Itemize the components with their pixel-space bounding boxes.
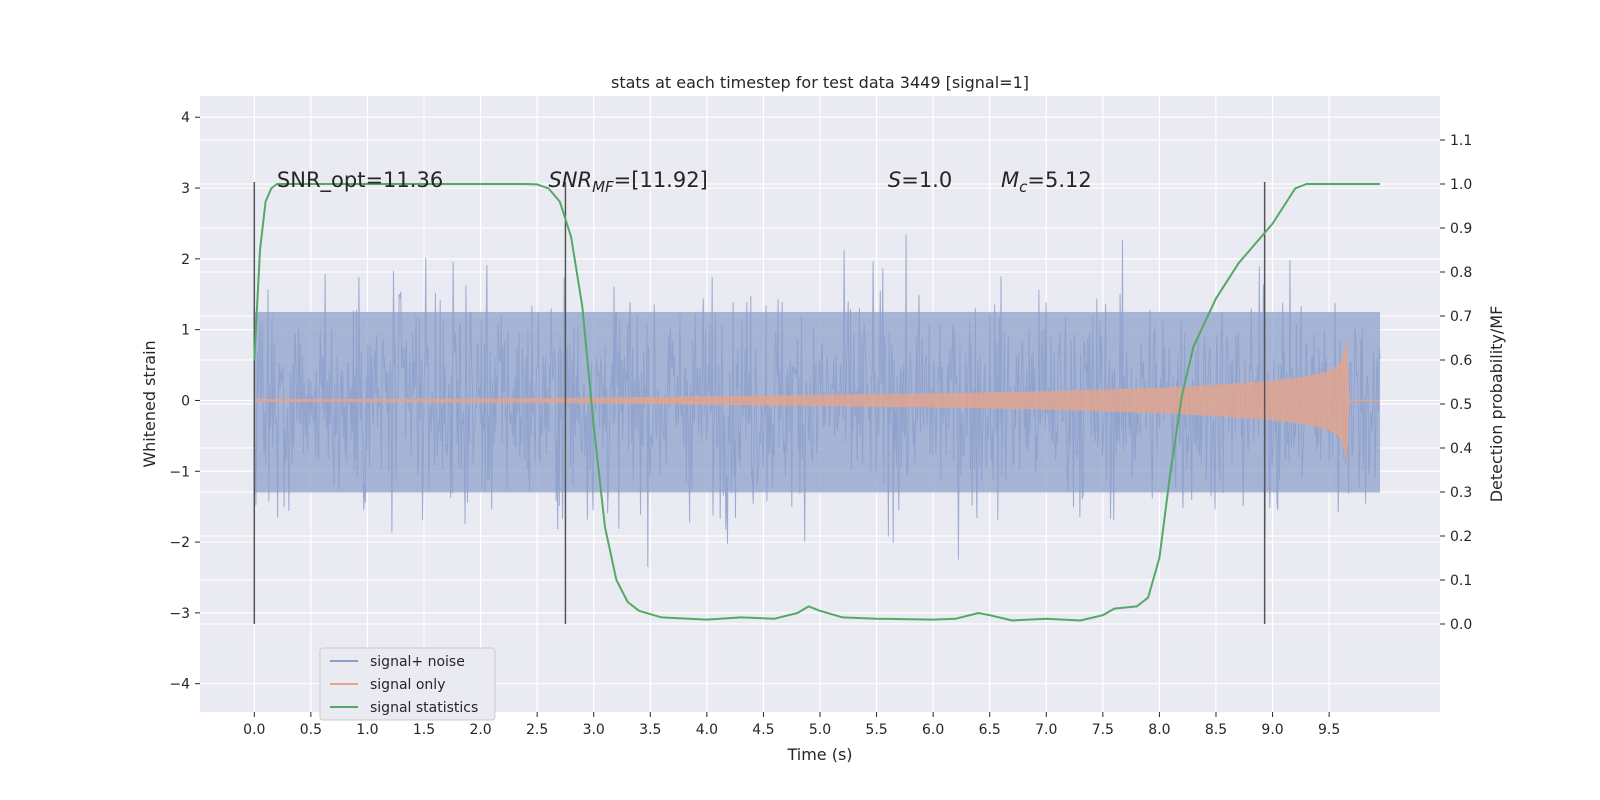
vertical-markers [253, 182, 1266, 624]
y-tick-label-1: −3 [169, 606, 190, 622]
annotation-1: SNRMF=[11.92] [548, 168, 707, 196]
legend-label-signal-noise: signal+ noise [370, 654, 465, 670]
series-signal-only [254, 338, 1381, 463]
x-tick-label-14: 7.0 [1035, 722, 1057, 738]
x-tick-label-9: 4.5 [752, 722, 774, 738]
y-tick-label-3: −1 [169, 464, 190, 480]
y-axis-ticks: −4 −3 −2 −1 0 1 2 3 4 [169, 110, 200, 693]
y2-tick-label-4: 0.4 [1450, 441, 1472, 457]
x-axis-label: Time (s) [786, 745, 852, 764]
y-axis-label: Whitened strain [140, 340, 159, 467]
y-tick-label-7: 3 [181, 181, 190, 197]
stats-line [253, 183, 1380, 622]
x-tick-label-16: 8.0 [1148, 722, 1170, 738]
y2-tick-label-11: 1.1 [1450, 133, 1472, 149]
y-tick-label-0: −4 [169, 677, 190, 693]
y-tick-label-6: 2 [181, 252, 190, 268]
legend-box [319, 647, 496, 721]
x-tick-label-7: 3.5 [639, 722, 661, 738]
y2-tick-label-8: 0.8 [1450, 265, 1472, 281]
annotation-0: SNR_opt=11.36 [277, 168, 443, 193]
series-signal-statistics [253, 183, 1380, 622]
annotations: SNR_opt=11.36 SNRMF=[11.92] S=1.0 Mc=5.12 [277, 168, 1092, 196]
annotation-2: S=1.0 [888, 168, 952, 192]
y2-tick-label-10: 1.0 [1450, 177, 1472, 193]
y2-tick-label-9: 0.9 [1450, 221, 1472, 237]
y2-tick-label-6: 0.6 [1450, 353, 1472, 369]
x-tick-label-10: 5.0 [809, 722, 831, 738]
legend: signal+ noise signal only signal statist… [319, 647, 496, 721]
y-tick-label-4: 0 [181, 393, 190, 409]
x-tick-label-2: 1.0 [356, 722, 378, 738]
y2-tick-label-7: 0.7 [1450, 309, 1472, 325]
x-axis-ticks: 0.0 0.5 1.0 1.5 2.0 2.5 3.0 3.5 4.0 4.5 5.0 5.5 6.0 6… [243, 712, 1340, 738]
x-tick-label-13: 6.5 [979, 722, 1001, 738]
y2-tick-label-5: 0.5 [1450, 397, 1472, 413]
legend-label-signal-statistics: signal statistics [370, 700, 478, 716]
x-tick-label-12: 6.0 [922, 722, 944, 738]
y-right-axis-ticks: 0.0 0.1 0.2 0.3 0.4 0.5 0.6 0.7 0.8 0.9 1.0 1.1 [1440, 133, 1472, 633]
chart-title: stats at each timestep for test data 344… [611, 73, 1029, 92]
y-tick-label-5: 1 [181, 323, 190, 339]
signal-envelope [254, 338, 1350, 463]
x-tick-label-18: 9.0 [1261, 722, 1283, 738]
y2-tick-label-0: 0.0 [1450, 617, 1472, 633]
y2-tick-label-1: 0.1 [1450, 573, 1472, 589]
x-tick-label-8: 4.0 [696, 722, 718, 738]
x-tick-label-17: 8.5 [1205, 722, 1227, 738]
y-right-axis-label: Detection probability/MF [1487, 306, 1506, 503]
x-tick-label-5: 2.5 [526, 722, 548, 738]
y-tick-label-8: 4 [181, 110, 190, 126]
y2-tick-label-2: 0.2 [1450, 529, 1472, 545]
x-tick-label-0: 0.0 [243, 722, 265, 738]
x-tick-label-19: 9.5 [1318, 722, 1340, 738]
legend-label-signal-only: signal only [370, 677, 445, 693]
y2-tick-label-3: 0.3 [1450, 485, 1472, 501]
annotation-3: Mc=5.12 [1001, 168, 1092, 196]
x-tick-label-3: 1.5 [413, 722, 435, 738]
y-tick-label-2: −2 [169, 535, 190, 551]
x-tick-label-6: 3.0 [583, 722, 605, 738]
x-tick-label-11: 5.5 [865, 722, 887, 738]
x-tick-label-4: 2.0 [469, 722, 491, 738]
x-tick-label-1: 0.5 [300, 722, 322, 738]
x-tick-label-15: 7.5 [1092, 722, 1114, 738]
